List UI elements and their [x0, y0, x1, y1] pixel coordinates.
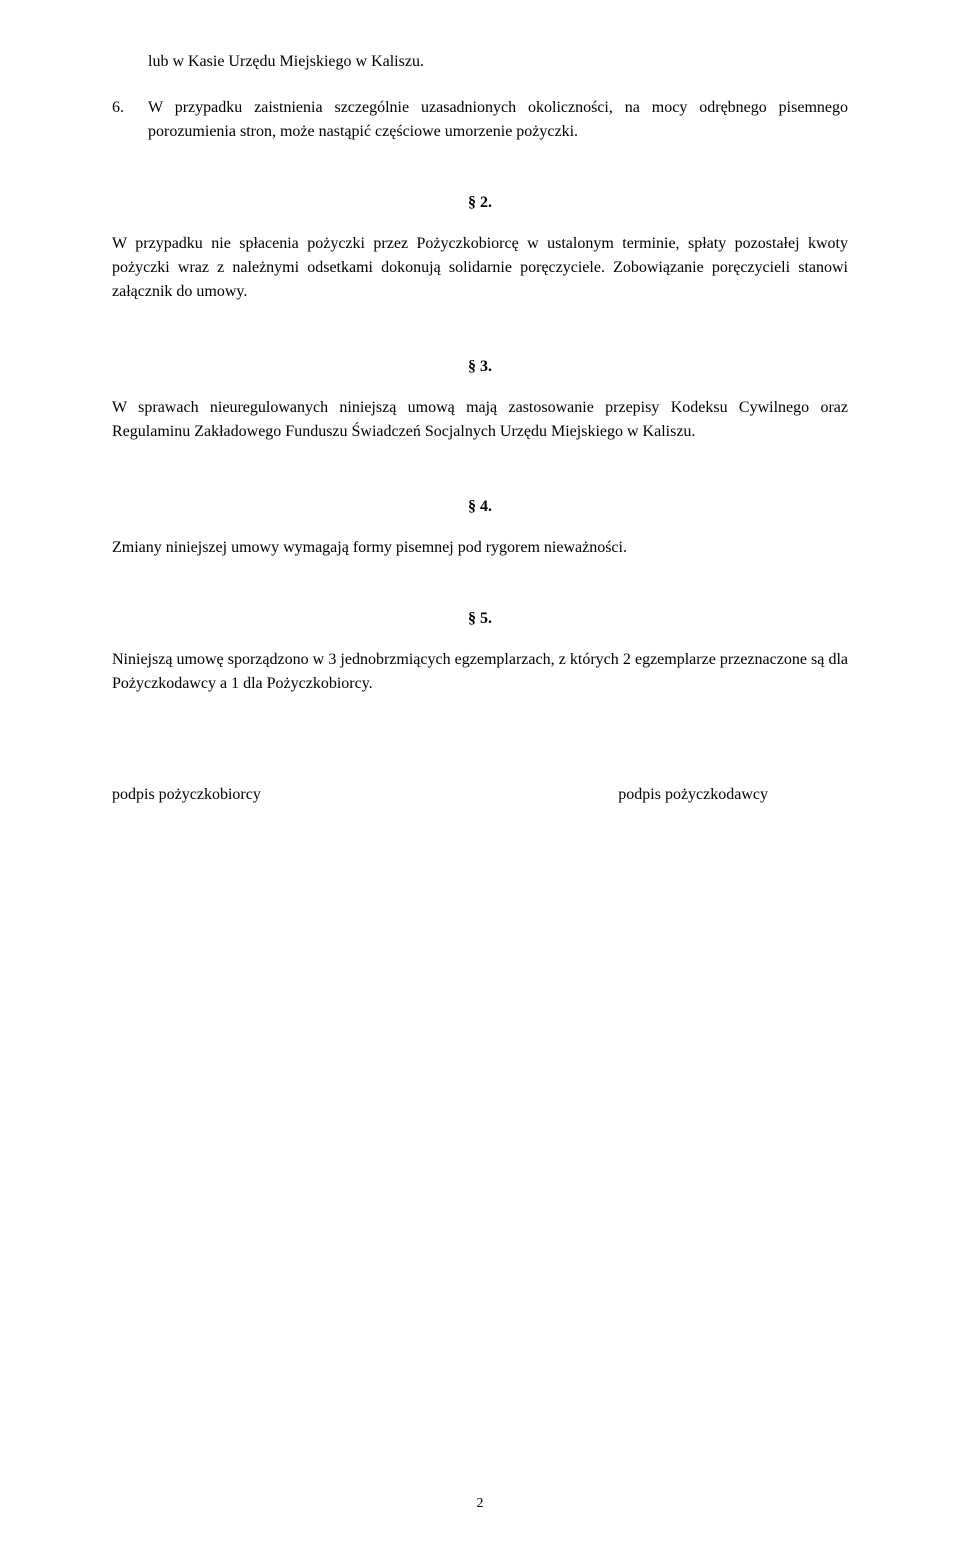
indented-continuation-line: lub w Kasie Urzędu Miejskiego w Kaliszu.: [112, 50, 848, 74]
section-heading-3: § 3.: [112, 358, 848, 376]
list-item-text: W przypadku zaistnienia szczególnie uzas…: [148, 96, 848, 144]
section-body-4: Zmiany niniejszej umowy wymagają formy p…: [112, 536, 848, 560]
section-heading-4: § 4.: [112, 498, 848, 516]
section-heading-2: § 2.: [112, 194, 848, 212]
section-body-3: W sprawach nieuregulowanych niniejszą um…: [112, 396, 848, 444]
section-heading-5: § 5.: [112, 610, 848, 628]
numbered-list-item: 6. W przypadku zaistnienia szczególnie u…: [112, 96, 848, 144]
section-body-5: Niniejszą umowę sporządzono w 3 jednobrz…: [112, 648, 848, 696]
signature-borrower: podpis pożyczkobiorcy: [112, 786, 261, 804]
section-body-2: W przypadku nie spłacenia pożyczki przez…: [112, 232, 848, 304]
signature-lender: podpis pożyczkodawcy: [618, 786, 848, 804]
list-item-number: 6.: [112, 96, 148, 144]
signatures-row: podpis pożyczkobiorcy podpis pożyczkodaw…: [112, 786, 848, 804]
page-number: 2: [477, 1496, 484, 1512]
